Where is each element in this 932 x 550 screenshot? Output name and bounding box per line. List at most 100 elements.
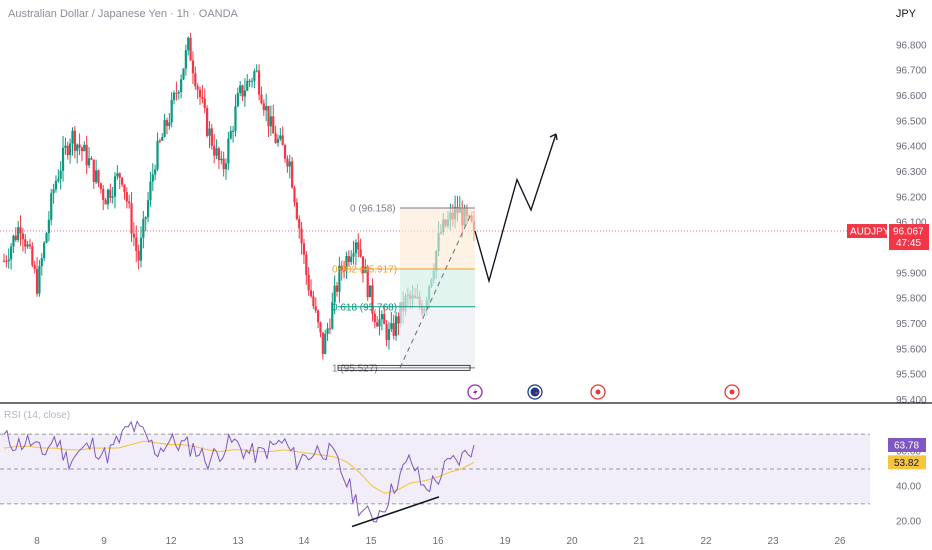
- candle-body: [255, 70, 258, 72]
- fib-level-label: 1 (95.527): [332, 363, 378, 374]
- candle-body: [298, 219, 301, 229]
- candle-body: [312, 296, 315, 307]
- candle: [331, 292, 334, 330]
- candle: [92, 159, 95, 189]
- candle: [283, 143, 287, 163]
- candle-body: [95, 170, 98, 183]
- candle-body: [19, 227, 22, 234]
- candle-body: [172, 92, 176, 100]
- candle-body: [406, 294, 409, 296]
- candle-body: [328, 328, 332, 330]
- candle: [383, 305, 386, 325]
- candle: [347, 250, 350, 267]
- time-tick-label: 15: [365, 536, 377, 547]
- currency-label[interactable]: JPY: [895, 8, 916, 20]
- candle-body: [345, 255, 348, 271]
- candle: [28, 238, 32, 250]
- candle-body: [189, 37, 192, 61]
- candle-body: [59, 170, 62, 179]
- candle: [52, 183, 55, 204]
- candle-body: [26, 244, 29, 247]
- candle: [135, 225, 138, 263]
- candle: [435, 250, 438, 279]
- candle: [7, 248, 10, 269]
- event-dot: [595, 389, 601, 395]
- candle: [189, 32, 192, 61]
- candle-body: [392, 323, 395, 336]
- candle-body: [14, 235, 17, 240]
- candle: [291, 156, 294, 189]
- candle: [139, 226, 143, 268]
- candle: [368, 285, 372, 298]
- candle-body: [224, 163, 228, 170]
- candle: [255, 64, 258, 73]
- candle: [66, 141, 69, 160]
- time-axis: 8 9 12 13 14 15 16 19 20 21 22 23 26: [34, 536, 846, 547]
- candle-body: [418, 296, 421, 306]
- candle: [208, 120, 211, 149]
- candle: [298, 215, 301, 239]
- candle: [102, 185, 105, 211]
- candle: [17, 221, 20, 243]
- candle-body: [28, 244, 32, 247]
- candle-body: [265, 105, 268, 111]
- candle-body: [78, 144, 81, 148]
- candle-body: [21, 233, 24, 240]
- candle: [333, 275, 336, 315]
- candle: [451, 204, 454, 227]
- candle: [156, 132, 159, 172]
- candle: [406, 287, 409, 307]
- candle: [463, 204, 466, 227]
- candle-body: [234, 106, 237, 131]
- candle: [111, 186, 114, 204]
- candle: [130, 191, 133, 243]
- candle: [180, 74, 183, 99]
- candle: [246, 74, 249, 92]
- fibonacci-tool: 0 (96.158) 0.382 (95.917) 0.618 (95.768) 1 …: [332, 203, 475, 374]
- candle-body: [361, 256, 365, 274]
- candle-body: [470, 215, 473, 222]
- candle-body: [243, 90, 247, 97]
- candle-body: [352, 253, 355, 257]
- candle: [95, 159, 98, 184]
- candle: [61, 136, 65, 182]
- candle-body: [2, 260, 6, 262]
- candle-body: [142, 218, 145, 238]
- candle-body: [161, 137, 164, 141]
- candles: [2, 32, 476, 360]
- candle-body: [135, 237, 138, 251]
- candle-body: [109, 189, 112, 198]
- candle: [90, 156, 93, 161]
- candle: [97, 169, 100, 187]
- candle: [50, 189, 53, 226]
- price-tick-label: 96.400: [896, 142, 927, 153]
- price-tick-label: 95.600: [896, 344, 927, 355]
- rsi-tick-label: 40.00: [896, 481, 921, 492]
- candle: [2, 253, 6, 263]
- candle: [33, 260, 36, 274]
- time-tick-label: 19: [499, 536, 511, 547]
- candle: [279, 127, 282, 141]
- candle-body: [236, 93, 239, 107]
- candle-body: [451, 212, 454, 220]
- candle-body: [288, 161, 291, 167]
- candle-body: [454, 207, 457, 220]
- candle: [366, 264, 369, 301]
- candle: [109, 183, 112, 204]
- candle: [163, 113, 166, 138]
- candle-body: [458, 208, 461, 213]
- fib-trend-line: [399, 211, 473, 369]
- candle-body: [187, 37, 190, 51]
- price-tick-label: 96.800: [896, 40, 927, 51]
- candle: [151, 163, 154, 191]
- candle: [394, 312, 398, 341]
- candle-body: [229, 130, 232, 139]
- candle: [456, 196, 459, 222]
- candle: [272, 104, 275, 134]
- candle-body: [146, 200, 150, 218]
- candle-body: [338, 265, 341, 292]
- candle: [57, 169, 60, 183]
- candle-body: [404, 295, 407, 312]
